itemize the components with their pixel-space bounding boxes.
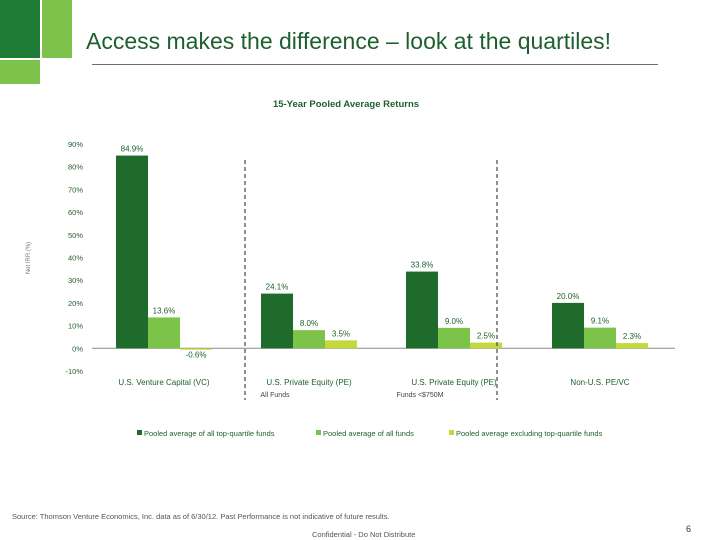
source-note: Source: Thomson Venture Economics, Inc. … xyxy=(12,512,390,521)
y-tick-label: 50% xyxy=(68,231,83,240)
legend-label: Pooled average of all top-quartile funds xyxy=(144,429,275,438)
y-axis-label: Net IRR (%) xyxy=(26,242,32,274)
bar xyxy=(116,155,148,349)
category-sublabel: Funds <$750M xyxy=(397,392,444,399)
bar xyxy=(261,293,293,349)
y-tick-label: 30% xyxy=(68,276,83,285)
data-label: 9.1% xyxy=(591,317,609,326)
legend-label: Pooled average excluding top-quartile fu… xyxy=(456,429,603,438)
bar xyxy=(148,317,180,349)
category-label: U.S. Venture Capital (VC) xyxy=(118,378,209,387)
data-label: 24.1% xyxy=(266,283,289,292)
data-label: 13.6% xyxy=(153,306,176,315)
chart-title: 15-Year Pooled Average Returns xyxy=(273,99,419,110)
y-tick-label: -10% xyxy=(65,367,83,376)
bar xyxy=(584,327,616,349)
y-tick-label: 90% xyxy=(68,140,83,149)
brand-square-dark xyxy=(0,0,40,58)
legend-swatch xyxy=(449,430,454,435)
data-label: 8.0% xyxy=(300,319,318,328)
bar xyxy=(406,271,438,349)
legend-swatch xyxy=(137,430,142,435)
category-label: U.S. Private Equity (PE) xyxy=(266,378,352,387)
bar xyxy=(616,343,648,349)
category-sublabel: All Funds xyxy=(260,392,290,399)
y-tick-label: 70% xyxy=(68,185,83,194)
bar xyxy=(293,330,325,349)
data-label: 3.5% xyxy=(332,329,350,338)
y-tick-label: 0% xyxy=(72,344,83,353)
confidential-footer: Confidential - Do Not Distribute xyxy=(312,530,416,539)
bar xyxy=(470,342,502,349)
slide-title: Access makes the difference – look at th… xyxy=(86,28,612,54)
title-divider xyxy=(92,64,658,65)
y-tick-label: 40% xyxy=(68,254,83,263)
data-label: 20.0% xyxy=(557,292,580,301)
y-tick-label: 20% xyxy=(68,299,83,308)
brand-square-light-small xyxy=(0,60,40,84)
bar xyxy=(180,348,212,350)
data-label: 9.0% xyxy=(445,317,463,326)
data-label: 2.5% xyxy=(477,332,495,341)
y-tick-label: 60% xyxy=(68,208,83,217)
category-label: U.S. Private Equity (PE) xyxy=(411,378,497,387)
y-tick-label: 80% xyxy=(68,163,83,172)
data-label: 84.9% xyxy=(121,145,144,154)
legend-label: Pooled average of all funds xyxy=(323,429,414,438)
brand-square-light xyxy=(42,0,72,58)
bar xyxy=(438,327,470,349)
data-label: 2.3% xyxy=(623,332,641,341)
category-label: Non-U.S. PE/VC xyxy=(570,378,629,387)
y-tick-label: 10% xyxy=(68,322,83,331)
data-label: -0.6% xyxy=(186,350,207,359)
data-label: 33.8% xyxy=(411,261,434,270)
bar xyxy=(552,302,584,349)
bar xyxy=(325,340,357,349)
page-number: 6 xyxy=(686,524,692,534)
legend-swatch xyxy=(316,430,321,435)
